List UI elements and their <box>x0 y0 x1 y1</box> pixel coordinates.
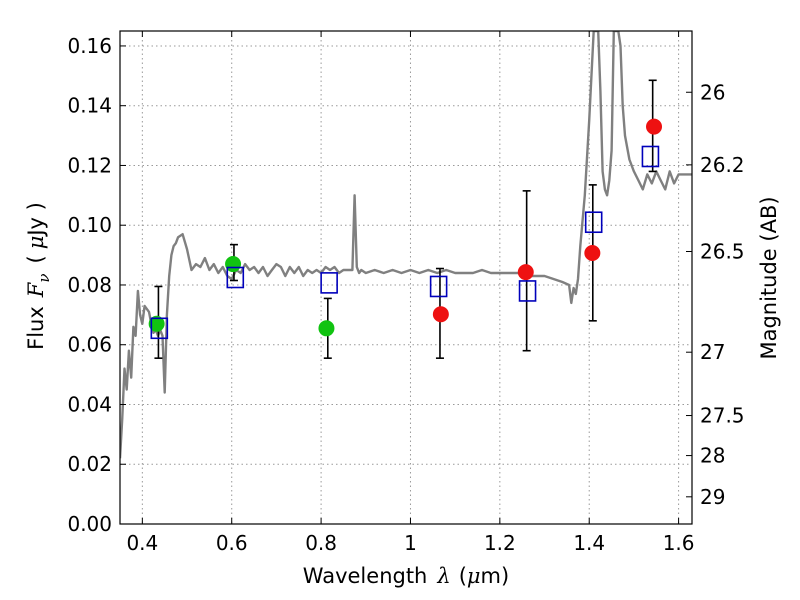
green-circle-point <box>148 315 165 332</box>
x-tick-label: 1.2 <box>484 531 516 555</box>
magnitude-tick-label: 29 <box>700 485 725 509</box>
x-tick-label: 1 <box>404 531 417 555</box>
y-tick-label: 0.10 <box>67 213 112 237</box>
y-tick-label: 0.08 <box>67 273 112 297</box>
x-tick-label: 1.4 <box>573 531 605 555</box>
x-axis-label-mu: μ <box>467 564 481 588</box>
y-tick-label: 0.02 <box>67 452 112 476</box>
plot-frame <box>119 30 693 525</box>
y-axis-label-text: Flux <box>24 306 48 350</box>
x-tick-label: 0.6 <box>216 531 248 555</box>
y-axis-label-symbol: F <box>24 281 48 298</box>
magnitude-tick-label: 26.2 <box>700 153 745 177</box>
ticks: 0.4 0.6 0.8 1 1.2 1.4 1.6 0.00 0.02 0.04 0.06 0.08 0… <box>67 31 745 555</box>
model-flux-square <box>518 280 537 302</box>
plot-content <box>120 31 692 459</box>
y-tick-label: 0.16 <box>67 34 112 58</box>
red-circle-point <box>584 244 601 261</box>
x-axis-label: Wavelength λ (μm) <box>303 564 509 588</box>
green-circle-point <box>318 320 335 337</box>
model-flux-square <box>226 266 245 289</box>
x-tick-label: 0.8 <box>305 531 337 555</box>
magnitude-tick-label: 26 <box>700 80 725 104</box>
magnitude-tick-label: 27 <box>700 340 725 364</box>
y-axis-label-mu: μ <box>24 236 48 250</box>
model-flux-square <box>641 145 660 168</box>
y-axis-label-unit: Jy ) <box>24 202 48 238</box>
magnitude-tick-label: 26.5 <box>700 240 745 264</box>
model-flux-square <box>150 317 169 340</box>
model-spectrum-line <box>120 31 692 459</box>
y-axis-label-subscript: ν <box>35 274 53 283</box>
x-axis-label-unit: m) <box>481 564 510 588</box>
x-tick-label: 0.4 <box>126 531 158 555</box>
y-axis-label-open: ( <box>24 255 48 263</box>
y-tick-label: 0.00 <box>67 512 112 536</box>
x-axis-label-open: ( <box>459 564 467 588</box>
y-tick-label: 0.12 <box>67 153 112 177</box>
red-circle-point <box>517 264 534 281</box>
y-tick-label: 0.06 <box>67 333 112 357</box>
magnitude-tick-label: 27.5 <box>700 404 745 428</box>
y-axis-label: Flux Fν ( μJy ) <box>24 202 53 350</box>
model-flux-square <box>429 275 448 298</box>
magnitude-axis-label: Magnitude (AB) <box>757 196 781 359</box>
magnitude-tick-label: 28 <box>700 444 725 468</box>
grid <box>120 31 692 525</box>
x-tick-label: 1.6 <box>663 531 695 555</box>
model-flux-square <box>320 272 338 294</box>
model-flux-square <box>584 211 603 234</box>
y-tick-label: 0.14 <box>67 94 112 118</box>
y-tick-label: 0.04 <box>67 392 112 416</box>
red-circle-point <box>432 306 449 323</box>
x-axis-label-text: Wavelength <box>303 564 428 588</box>
red-circle-point <box>646 118 663 135</box>
x-axis-label-symbol: λ <box>436 564 450 588</box>
